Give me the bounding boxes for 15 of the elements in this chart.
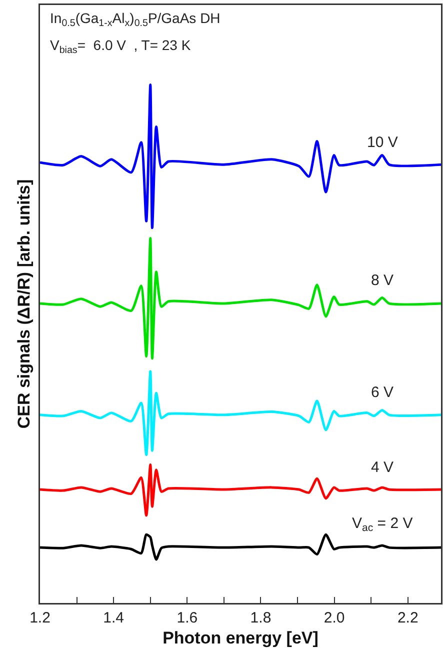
series-label: 6 V — [371, 384, 394, 401]
x-axis-title: Photon energy [eV] — [162, 628, 318, 648]
x-tick-label: 2.0 — [324, 610, 345, 626]
series-label: 4 V — [371, 459, 394, 476]
x-tick-label: 2.2 — [397, 610, 418, 626]
series-label: 10 V — [367, 134, 398, 151]
y-axis-title: CER signals (ΔR/R) [arb. units] — [14, 179, 34, 429]
x-tick-label: 1.8 — [250, 610, 272, 626]
text: V$_{bias}$= 6.0 V , T= 23 K — [50, 37, 192, 56]
series-label: V$_{ac}$ = 2 V — [352, 515, 413, 534]
series-label: 8 V — [371, 272, 394, 289]
x-tick-label: 1.6 — [176, 610, 198, 626]
x-tick-label: 1.2 — [30, 610, 50, 626]
text: In$_{0.5}$(Ga$_{1-x}$Al$_{x}$)$_{0.5}$P/GaAs DH — [50, 10, 220, 29]
x-tick-label: 1.4 — [103, 610, 124, 626]
